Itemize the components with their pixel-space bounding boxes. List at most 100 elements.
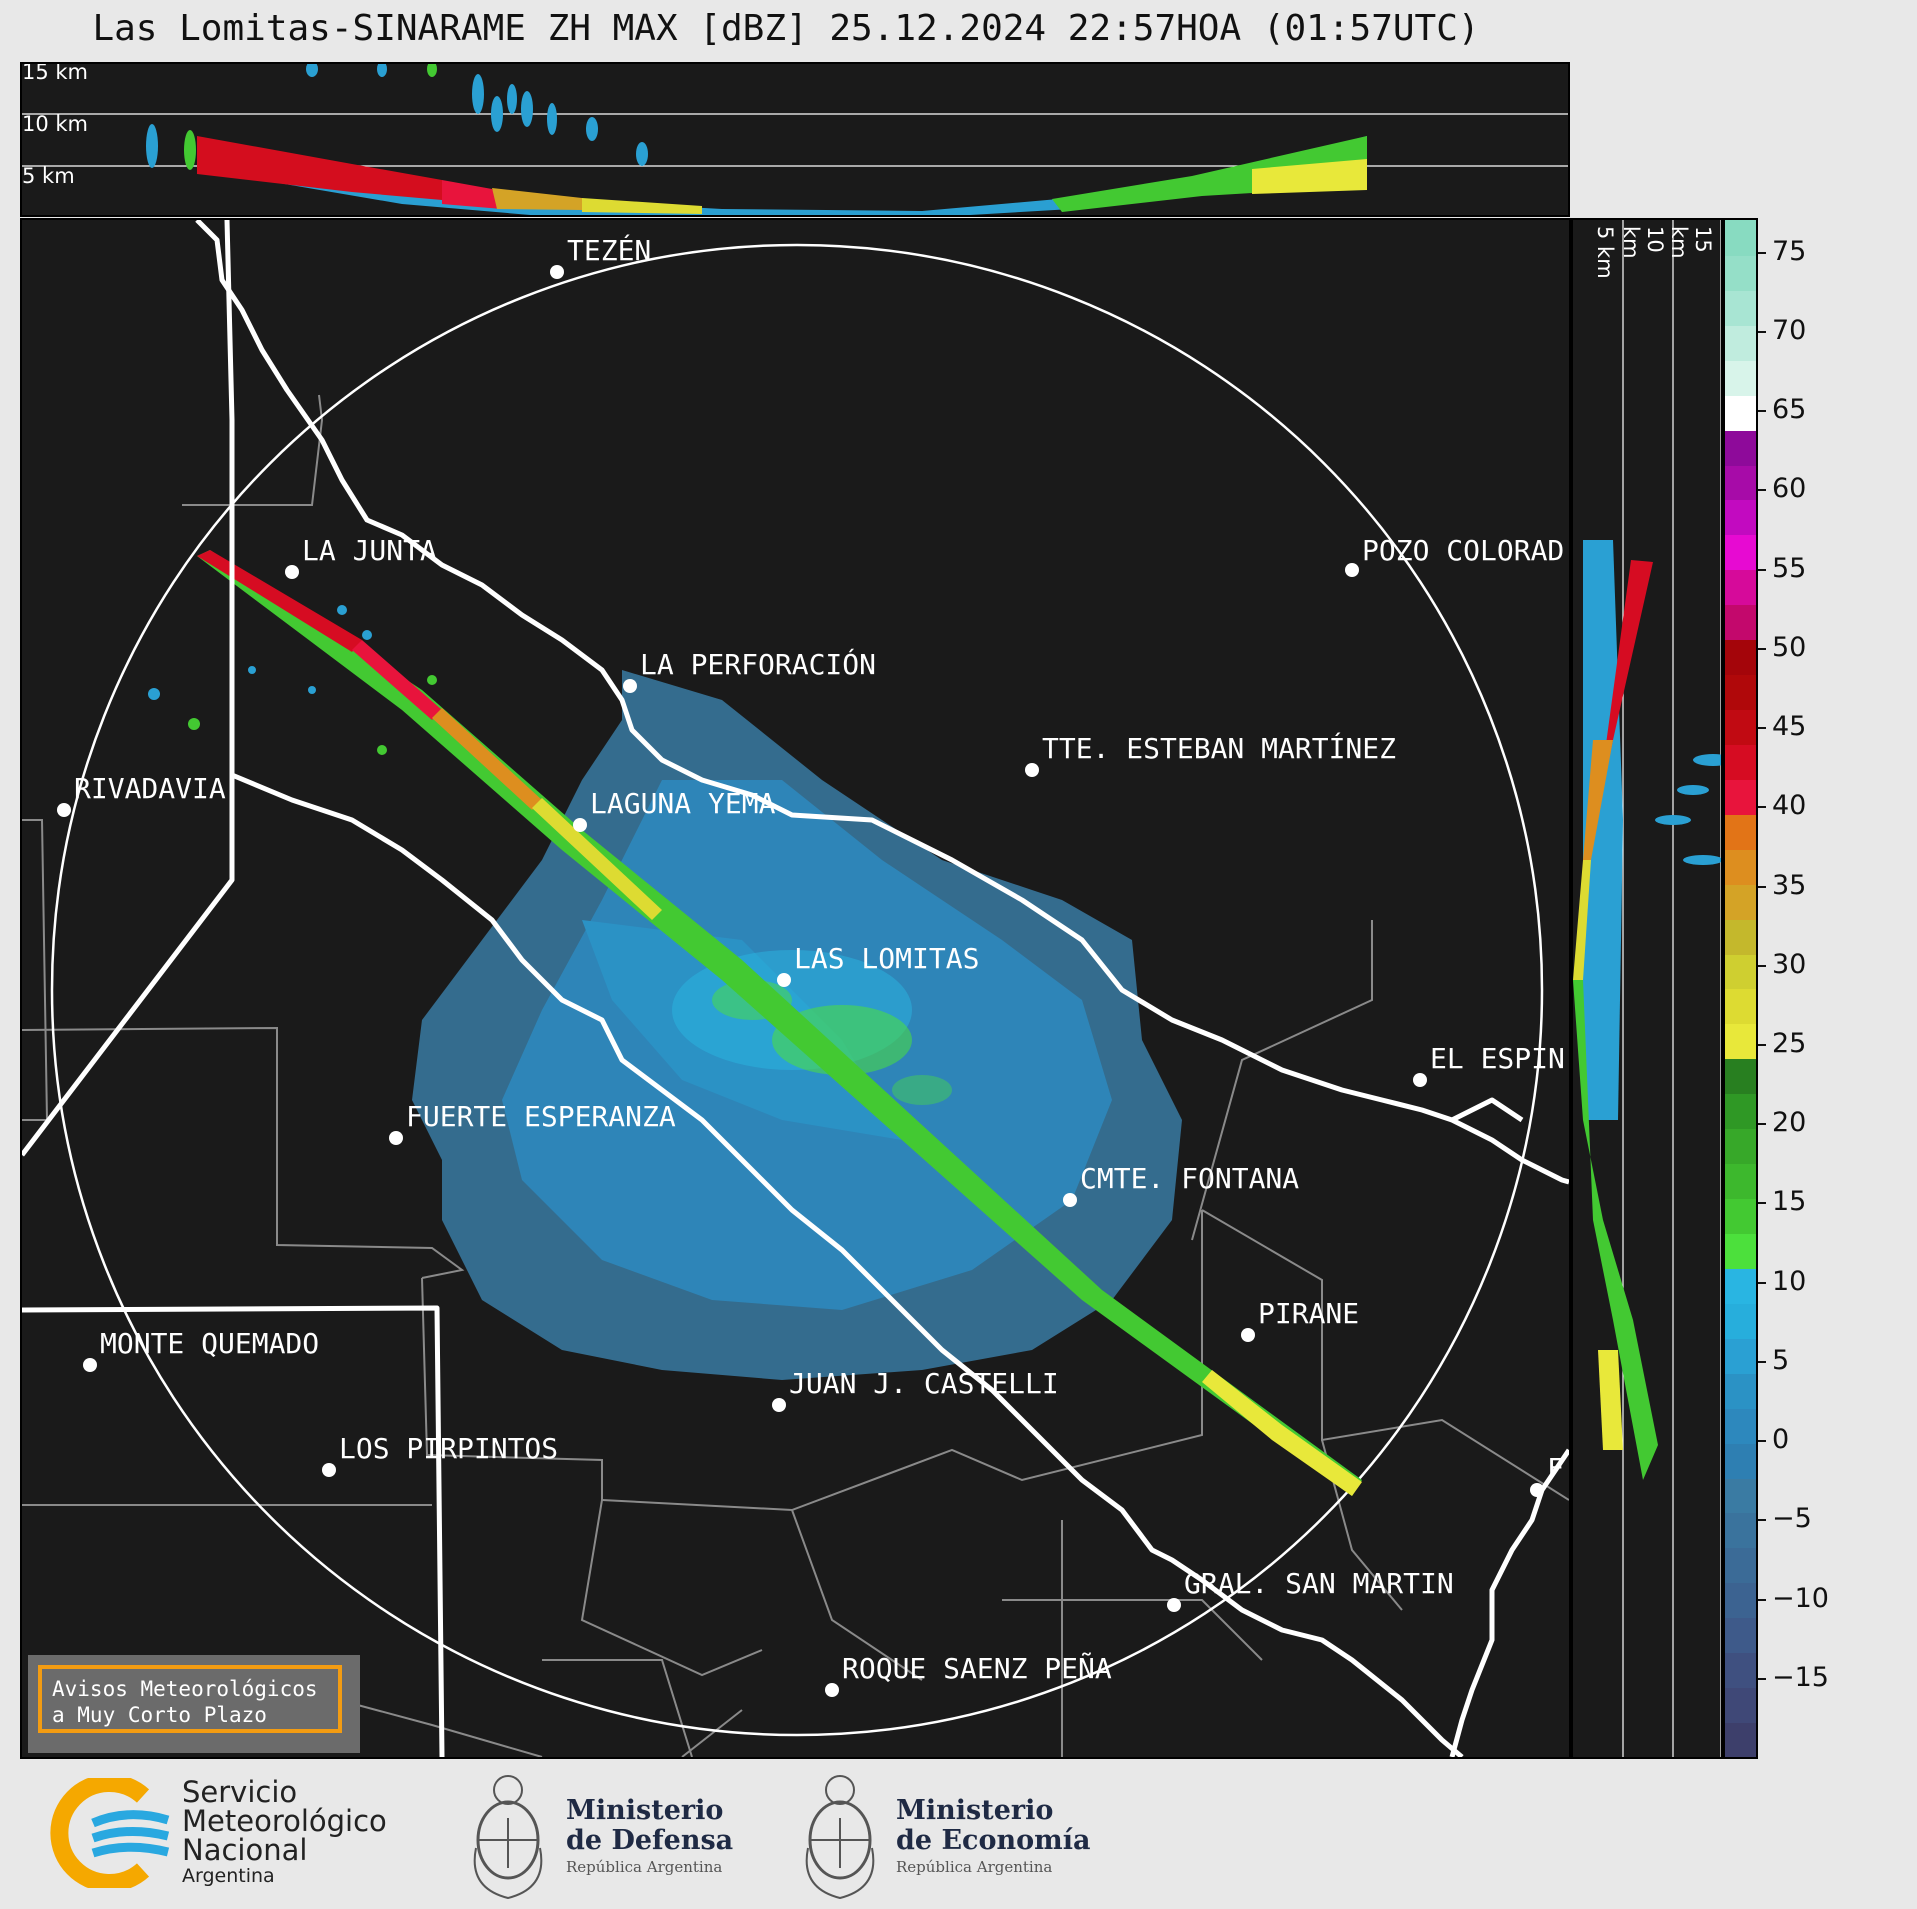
defensa-line-2: de Defensa xyxy=(566,1825,734,1856)
warning-line-1: Avisos Meteorológicos xyxy=(52,1677,318,1701)
svg-text:LA JUNTA: LA JUNTA xyxy=(302,534,437,567)
side-cross-section-panel: 5 km 10 km 15 km xyxy=(1571,218,1723,1759)
colorbar-segment xyxy=(1725,1058,1756,1095)
city-los-pirpintos[interactable]: LOS PIRPINTOS xyxy=(322,1432,558,1477)
smn-logo-text: Servicio Meteorológico Nacional Argentin… xyxy=(182,1775,387,1888)
city-pozo-colorado[interactable]: POZO COLORAD xyxy=(1345,534,1564,577)
echo-cell xyxy=(306,64,318,77)
echo-cell xyxy=(507,84,517,114)
cross-section-far-green xyxy=(1052,136,1367,212)
smn-line-1: Servicio xyxy=(182,1775,298,1809)
side-core-orange xyxy=(1583,740,1613,860)
warning-box[interactable]: Avisos Meteorológicos a Muy Corto Plazo xyxy=(28,1655,360,1753)
city-juan-j-castelli[interactable]: JUAN J. CASTELLI xyxy=(772,1367,1059,1412)
city-fuerte-esperanza[interactable]: FUERTE ESPERANZA xyxy=(389,1100,676,1145)
colorbar-segment xyxy=(1725,1442,1756,1479)
colorbar-segment xyxy=(1725,813,1756,850)
cross-section-core-red xyxy=(197,136,442,200)
side-cross-section-plot xyxy=(1573,220,1721,1757)
page-title: Las Lomitas-SINARAME ZH MAX [dBZ] 25.12.… xyxy=(92,8,1480,49)
economia-line-3: República Argentina xyxy=(896,1858,1053,1876)
height-label-10km: 10 km xyxy=(1619,226,1667,259)
city-tezen[interactable]: TEZÉN xyxy=(550,233,651,279)
colorbar-tick-label: −10 xyxy=(1772,1582,1829,1614)
range-ring xyxy=(50,243,1544,1737)
colorbar-tick-label: 35 xyxy=(1772,869,1807,901)
colorbar-tick-label: 60 xyxy=(1772,473,1807,505)
city-gral-san-martin[interactable]: GRAL. SAN MARTIN xyxy=(1167,1567,1454,1612)
echo-cell xyxy=(427,64,437,77)
colorbar-tick-label: 70 xyxy=(1772,314,1807,346)
colorbar-segment xyxy=(1725,1547,1756,1584)
smn-logo-icon xyxy=(50,1778,170,1888)
svg-text:PIRANE: PIRANE xyxy=(1258,1297,1359,1330)
colorbar-tick-label: 5 xyxy=(1772,1344,1790,1376)
colorbar-segment xyxy=(1725,220,1756,256)
echo-cell xyxy=(636,142,648,166)
colorbar-tick-label: 50 xyxy=(1772,631,1807,663)
cross-section-core-yellow xyxy=(582,198,702,214)
city-las-lomitas[interactable]: LAS LOMITAS xyxy=(777,942,979,987)
side-core-yellow xyxy=(1573,860,1591,980)
colorbar-segment xyxy=(1725,1477,1756,1514)
colorbar-segment xyxy=(1725,1302,1756,1339)
svg-text:LA PERFORACIÓN: LA PERFORACIÓN xyxy=(640,647,876,681)
city-la-perforacion[interactable]: LA PERFORACIÓN xyxy=(623,647,876,693)
colorbar-segment xyxy=(1725,394,1756,431)
svg-text:CMTE. FONTANA: CMTE. FONTANA xyxy=(1080,1162,1299,1195)
cross-section-core-pink xyxy=(442,180,502,209)
city-el-espinillo[interactable]: EL ESPIN xyxy=(1413,1042,1565,1087)
city-laguna-yema[interactable]: LAGUNA YEMA xyxy=(573,787,776,832)
echo-cell xyxy=(491,96,503,132)
svg-text:POZO COLORAD: POZO COLORAD xyxy=(1362,534,1564,567)
top-cross-section-panel: 15 km 10 km 5 km xyxy=(20,62,1570,217)
city-cmte-fontana[interactable]: CMTE. FONTANA xyxy=(1063,1162,1299,1207)
defensa-logo-text: Ministerio de Defensa República Argentin… xyxy=(566,1796,733,1878)
economia-line-1: Ministerio xyxy=(896,1795,1054,1826)
colorbar-segment xyxy=(1725,953,1756,990)
svg-text:LAS LOMITAS: LAS LOMITAS xyxy=(794,942,979,975)
radar-map[interactable]: TEZÉN LA JUNTA POZO COLORAD LA PERFORACI… xyxy=(20,218,1571,1759)
coat-of-arms-icon xyxy=(473,1775,543,1900)
colorbar-segment xyxy=(1725,359,1756,396)
defensa-line-3: República Argentina xyxy=(566,1858,723,1876)
city-roque-saenz-pena[interactable]: ROQUE SAENZ PEÑA xyxy=(825,1651,1112,1697)
city-monte-quemado[interactable]: MONTE QUEMADO xyxy=(83,1327,319,1372)
echo-cell xyxy=(1677,785,1709,795)
colorbar-segment xyxy=(1725,534,1756,571)
warning-line-2: a Muy Corto Plazo xyxy=(52,1703,267,1727)
height-label-15km: 15 km xyxy=(22,62,89,84)
side-core-yellow-low xyxy=(1598,1350,1623,1450)
echo-cell xyxy=(547,103,557,135)
city-la-junta[interactable]: LA JUNTA xyxy=(285,534,437,579)
city-f[interactable]: F xyxy=(1530,1452,1564,1497)
colorbar-segment xyxy=(1725,464,1756,501)
economia-logo-text: Ministerio de Economía República Argenti… xyxy=(896,1796,1090,1878)
colorbar-segment xyxy=(1725,1023,1756,1060)
height-label-15km: 15 km xyxy=(1667,226,1715,259)
colorbar-tick-label: 75 xyxy=(1772,235,1807,267)
city-pirane[interactable]: PIRANE xyxy=(1241,1297,1359,1342)
warning-box-inner[interactable]: Avisos Meteorológicos a Muy Corto Plazo xyxy=(38,1665,342,1733)
department-borders xyxy=(22,394,1569,1757)
colorbar-segment xyxy=(1725,674,1756,711)
top-cross-section-plot xyxy=(22,64,1568,215)
colorbar-segment xyxy=(1725,499,1756,536)
svg-text:TEZÉN: TEZÉN xyxy=(567,233,651,267)
radar-map-svg: TEZÉN LA JUNTA POZO COLORAD LA PERFORACI… xyxy=(22,220,1569,1757)
colorbar-segment xyxy=(1725,709,1756,745)
colorbar-segment xyxy=(1725,324,1756,361)
city-tte-esteban-martinez[interactable]: TTE. ESTEBAN MARTÍNEZ xyxy=(1025,731,1396,777)
colorbar-segment xyxy=(1725,1093,1756,1130)
svg-text:EL ESPIN: EL ESPIN xyxy=(1430,1042,1565,1075)
colorbar-segment xyxy=(1725,1582,1756,1619)
footer-logos: Servicio Meteorológico Nacional Argentin… xyxy=(0,1762,1917,1909)
colorbar-segment xyxy=(1725,569,1756,606)
height-label-5km: 5 km xyxy=(22,164,75,188)
svg-text:LOS PIRPINTOS: LOS PIRPINTOS xyxy=(339,1432,558,1465)
colorbar-tick-label: 40 xyxy=(1772,790,1807,822)
colorbar-tick-label: 55 xyxy=(1772,552,1807,584)
colorbar-segment xyxy=(1725,1652,1756,1689)
echo-cell xyxy=(184,130,196,170)
city-rivadavia[interactable]: RIVADAVIA xyxy=(57,772,226,817)
